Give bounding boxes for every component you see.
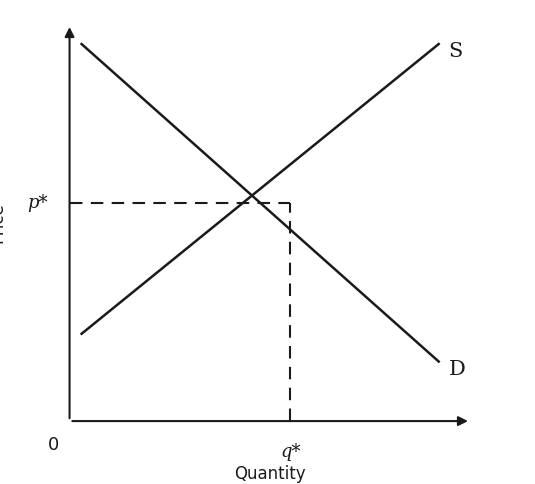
Text: q*: q* xyxy=(280,443,301,461)
Text: D: D xyxy=(449,360,465,379)
Text: 0: 0 xyxy=(48,436,59,454)
Text: Price: Price xyxy=(0,202,6,243)
Text: Quantity: Quantity xyxy=(234,465,306,483)
Text: S: S xyxy=(449,43,463,61)
Text: p*: p* xyxy=(27,194,48,212)
